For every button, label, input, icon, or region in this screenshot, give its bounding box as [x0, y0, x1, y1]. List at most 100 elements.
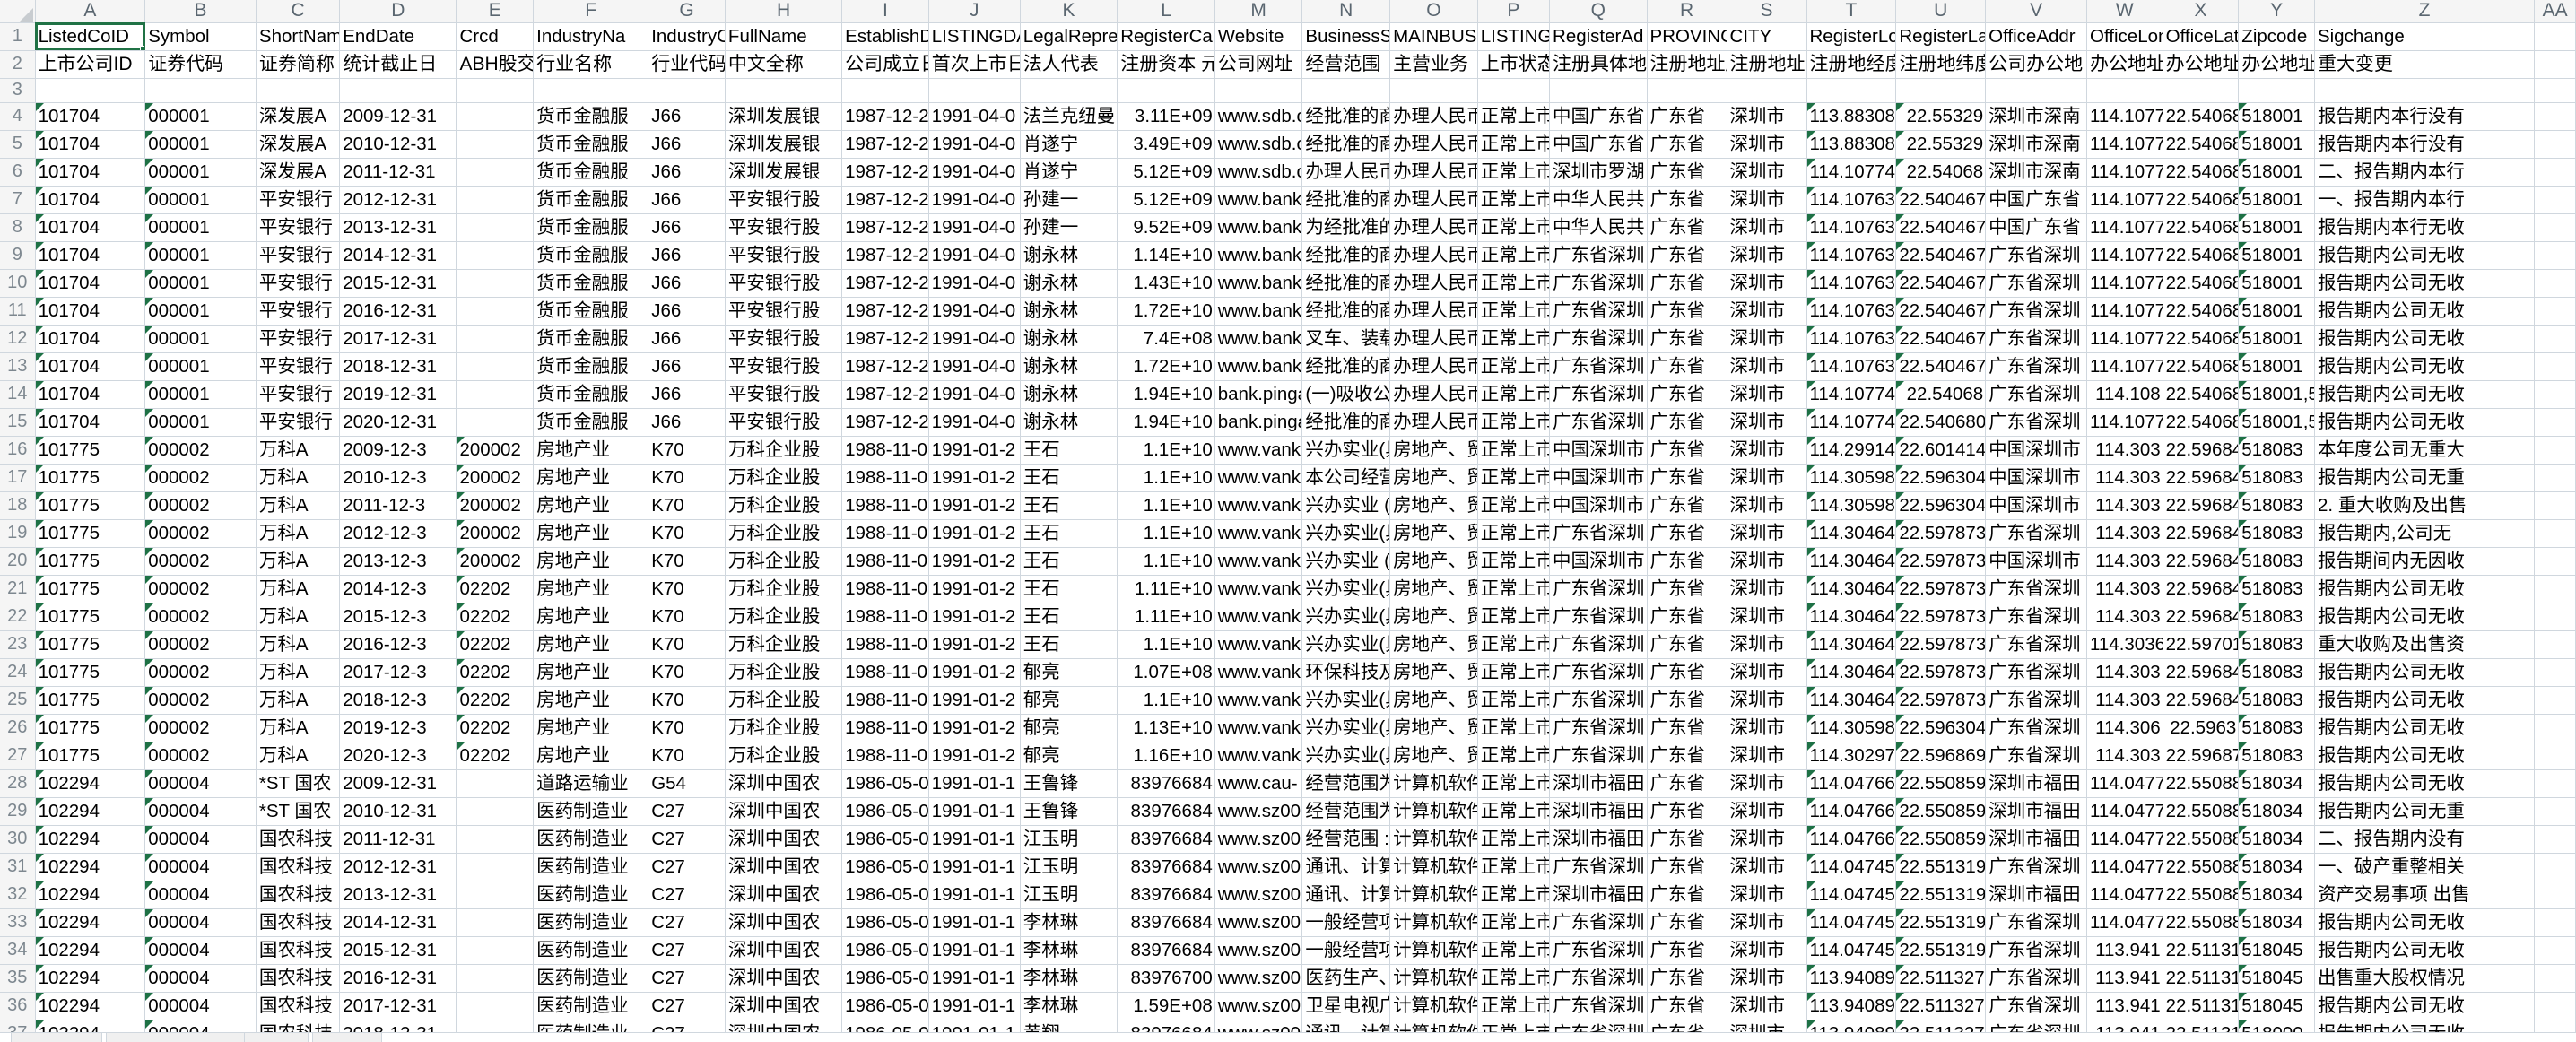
cell-X33[interactable]: 22.55088 [2163, 908, 2240, 937]
cell-T3[interactable] [1806, 78, 1897, 103]
cell-E21[interactable]: 02202 [456, 575, 535, 603]
cell-Y7[interactable]: 518001 [2238, 186, 2315, 214]
cell-D36[interactable]: 2017-12-31 [339, 992, 457, 1020]
cell-E1[interactable]: Crcd [456, 22, 535, 51]
cell-F26[interactable]: 房地产业 [533, 714, 649, 742]
cell-R27[interactable]: 广东省 [1647, 742, 1727, 770]
cell-F3[interactable] [533, 78, 649, 103]
cell-Y23[interactable]: 518083 [2238, 630, 2315, 659]
cell-S4[interactable]: 深圳市 [1727, 102, 1807, 131]
sheet-tab-1[interactable] [11, 1033, 102, 1042]
cell-B23[interactable]: 000002 [144, 630, 257, 659]
cell-Y32[interactable]: 518034 [2238, 881, 2315, 909]
cell-J27[interactable]: 1991-01-2 [928, 742, 1021, 770]
cell-V3[interactable] [1985, 78, 2088, 103]
cell-A11[interactable]: 101704 [35, 297, 146, 326]
cell-W34[interactable]: 113.941 [2086, 936, 2163, 965]
cell-E28[interactable] [456, 769, 535, 798]
cell-L17[interactable]: 1.1E+10 [1117, 464, 1215, 492]
cell-J33[interactable]: 1991-01-1 [928, 908, 1021, 937]
cell-V33[interactable]: 广东省深圳 [1985, 908, 2088, 937]
cell-Q5[interactable]: 中国广东省 [1549, 130, 1648, 159]
cell-Q33[interactable]: 广东省深圳 [1549, 908, 1648, 937]
cell-R21[interactable]: 广东省 [1647, 575, 1727, 603]
cell-N8[interactable]: 为经批准的 [1301, 213, 1391, 242]
cell-Z28[interactable]: 报告期内公司无收 [2314, 769, 2536, 798]
cell-Z2[interactable]: 重大变更 [2314, 50, 2536, 79]
cell-J16[interactable]: 1991-01-2 [928, 436, 1021, 465]
cell-Z19[interactable]: 报告期内,公司无 [2314, 519, 2536, 548]
cell-L24[interactable]: 1.07E+08 [1117, 658, 1215, 687]
cell-P2[interactable]: 上市状态 [1477, 50, 1551, 79]
cell-B7[interactable]: 000001 [144, 186, 257, 214]
cell-G5[interactable]: J66 [648, 130, 726, 159]
cell-D27[interactable]: 2020-12-3 [339, 742, 457, 770]
cell-X26[interactable]: 22.5963 [2163, 714, 2240, 742]
cell-D31[interactable]: 2012-12-31 [339, 853, 457, 881]
cell-K35[interactable]: 李林琳 [1020, 964, 1118, 993]
table-row[interactable]: 15 101704 000001 平安银行 2020-12-31 货币金融服 J66 平安银行… [0, 408, 2576, 437]
cell-R14[interactable]: 广东省 [1647, 380, 1727, 409]
cell-U35[interactable]: 22.511327 [1895, 964, 1987, 993]
cell-K24[interactable]: 郁亮 [1020, 658, 1118, 687]
cell-K18[interactable]: 王石 [1020, 491, 1118, 520]
cell-I9[interactable]: 1987-12-2 [841, 241, 929, 270]
cell-F30[interactable]: 医药制造业 [533, 825, 649, 854]
row-number-11[interactable]: 11 [0, 297, 36, 326]
cell-V11[interactable]: 广东省深圳 [1985, 297, 2088, 326]
cell-T19[interactable]: 114.30464 [1806, 519, 1897, 548]
column-header-v[interactable]: V [1985, 0, 2088, 23]
cell-R29[interactable]: 广东省 [1647, 797, 1727, 826]
cell-C6[interactable]: 深发展A [256, 158, 341, 187]
row-number-33[interactable]: 33 [0, 908, 36, 937]
table-row[interactable]: 31 102294 000004 国农科技 2012-12-31 医药制造业 C27 深圳中国… [0, 853, 2576, 881]
cell-U23[interactable]: 22.597873 [1895, 630, 1987, 659]
cell-L20[interactable]: 1.1E+10 [1117, 547, 1215, 576]
table-row[interactable]: 8 101704 000001 平安银行 2013-12-31 货币金融服 J66 平安银行股… [0, 213, 2576, 242]
cell-Y5[interactable]: 518001 [2238, 130, 2315, 159]
column-header-x[interactable]: X [2163, 0, 2240, 23]
cell-U20[interactable]: 22.597873 [1895, 547, 1987, 576]
cell-X32[interactable]: 22.55088 [2163, 881, 2240, 909]
cell-S14[interactable]: 深圳市 [1727, 380, 1807, 409]
cell-A23[interactable]: 101775 [35, 630, 146, 659]
cell-Z24[interactable]: 报告期内公司无收 [2314, 658, 2536, 687]
cell-J4[interactable]: 1991-04-0 [928, 102, 1021, 131]
cell-K20[interactable]: 王石 [1020, 547, 1118, 576]
cell-F20[interactable]: 房地产业 [533, 547, 649, 576]
cell-H23[interactable]: 万科企业股 [725, 630, 843, 659]
cell-H10[interactable]: 平安银行股 [725, 269, 843, 298]
cell-W30[interactable]: 114.0477 [2086, 825, 2163, 854]
cell-O34[interactable]: 计算机软件 [1389, 936, 1478, 965]
cell-U13[interactable]: 22.540467 [1895, 352, 1987, 381]
cell-B33[interactable]: 000004 [144, 908, 257, 937]
cell-X18[interactable]: 22.59684 [2163, 491, 2240, 520]
cell-P23[interactable]: 正常上市 [1477, 630, 1551, 659]
cell-T15[interactable]: 114.10774 [1806, 408, 1897, 437]
cell-K15[interactable]: 谢永林 [1020, 408, 1118, 437]
cell-W35[interactable]: 113.941 [2086, 964, 2163, 993]
cell-O16[interactable]: 房地产、贸 [1389, 436, 1478, 465]
cell-X21[interactable]: 22.59684 [2163, 575, 2240, 603]
cell-A13[interactable]: 101704 [35, 352, 146, 381]
cell-Z5[interactable]: 报告期内本行没有 [2314, 130, 2536, 159]
row-number-3[interactable]: 3 [0, 78, 36, 103]
column-header-e[interactable]: E [456, 0, 535, 23]
table-row[interactable]: 28 102294 000004 *ST 国农 2009-12-31 道路运输业 G54 深圳… [0, 769, 2576, 798]
row-number-32[interactable]: 32 [0, 881, 36, 909]
cell-K33[interactable]: 李林琳 [1020, 908, 1118, 937]
cell-C35[interactable]: 国农科技 [256, 964, 341, 993]
cell-Y2[interactable]: 办公地址邮 [2238, 50, 2315, 79]
cell-V15[interactable]: 广东省深圳 [1985, 408, 2088, 437]
cell-Z1[interactable]: Sigchange [2314, 22, 2536, 51]
cell-K26[interactable]: 郁亮 [1020, 714, 1118, 742]
cell-D6[interactable]: 2011-12-31 [339, 158, 457, 187]
cell-B36[interactable]: 000004 [144, 992, 257, 1020]
cell-D28[interactable]: 2009-12-31 [339, 769, 457, 798]
cell-P9[interactable]: 正常上市 [1477, 241, 1551, 270]
cell-D34[interactable]: 2015-12-31 [339, 936, 457, 965]
cell-G9[interactable]: J66 [648, 241, 726, 270]
cell-O3[interactable] [1389, 78, 1478, 103]
cell-N20[interactable]: 兴办实业 ( [1301, 547, 1391, 576]
cell-I22[interactable]: 1988-11-0 [841, 603, 929, 631]
